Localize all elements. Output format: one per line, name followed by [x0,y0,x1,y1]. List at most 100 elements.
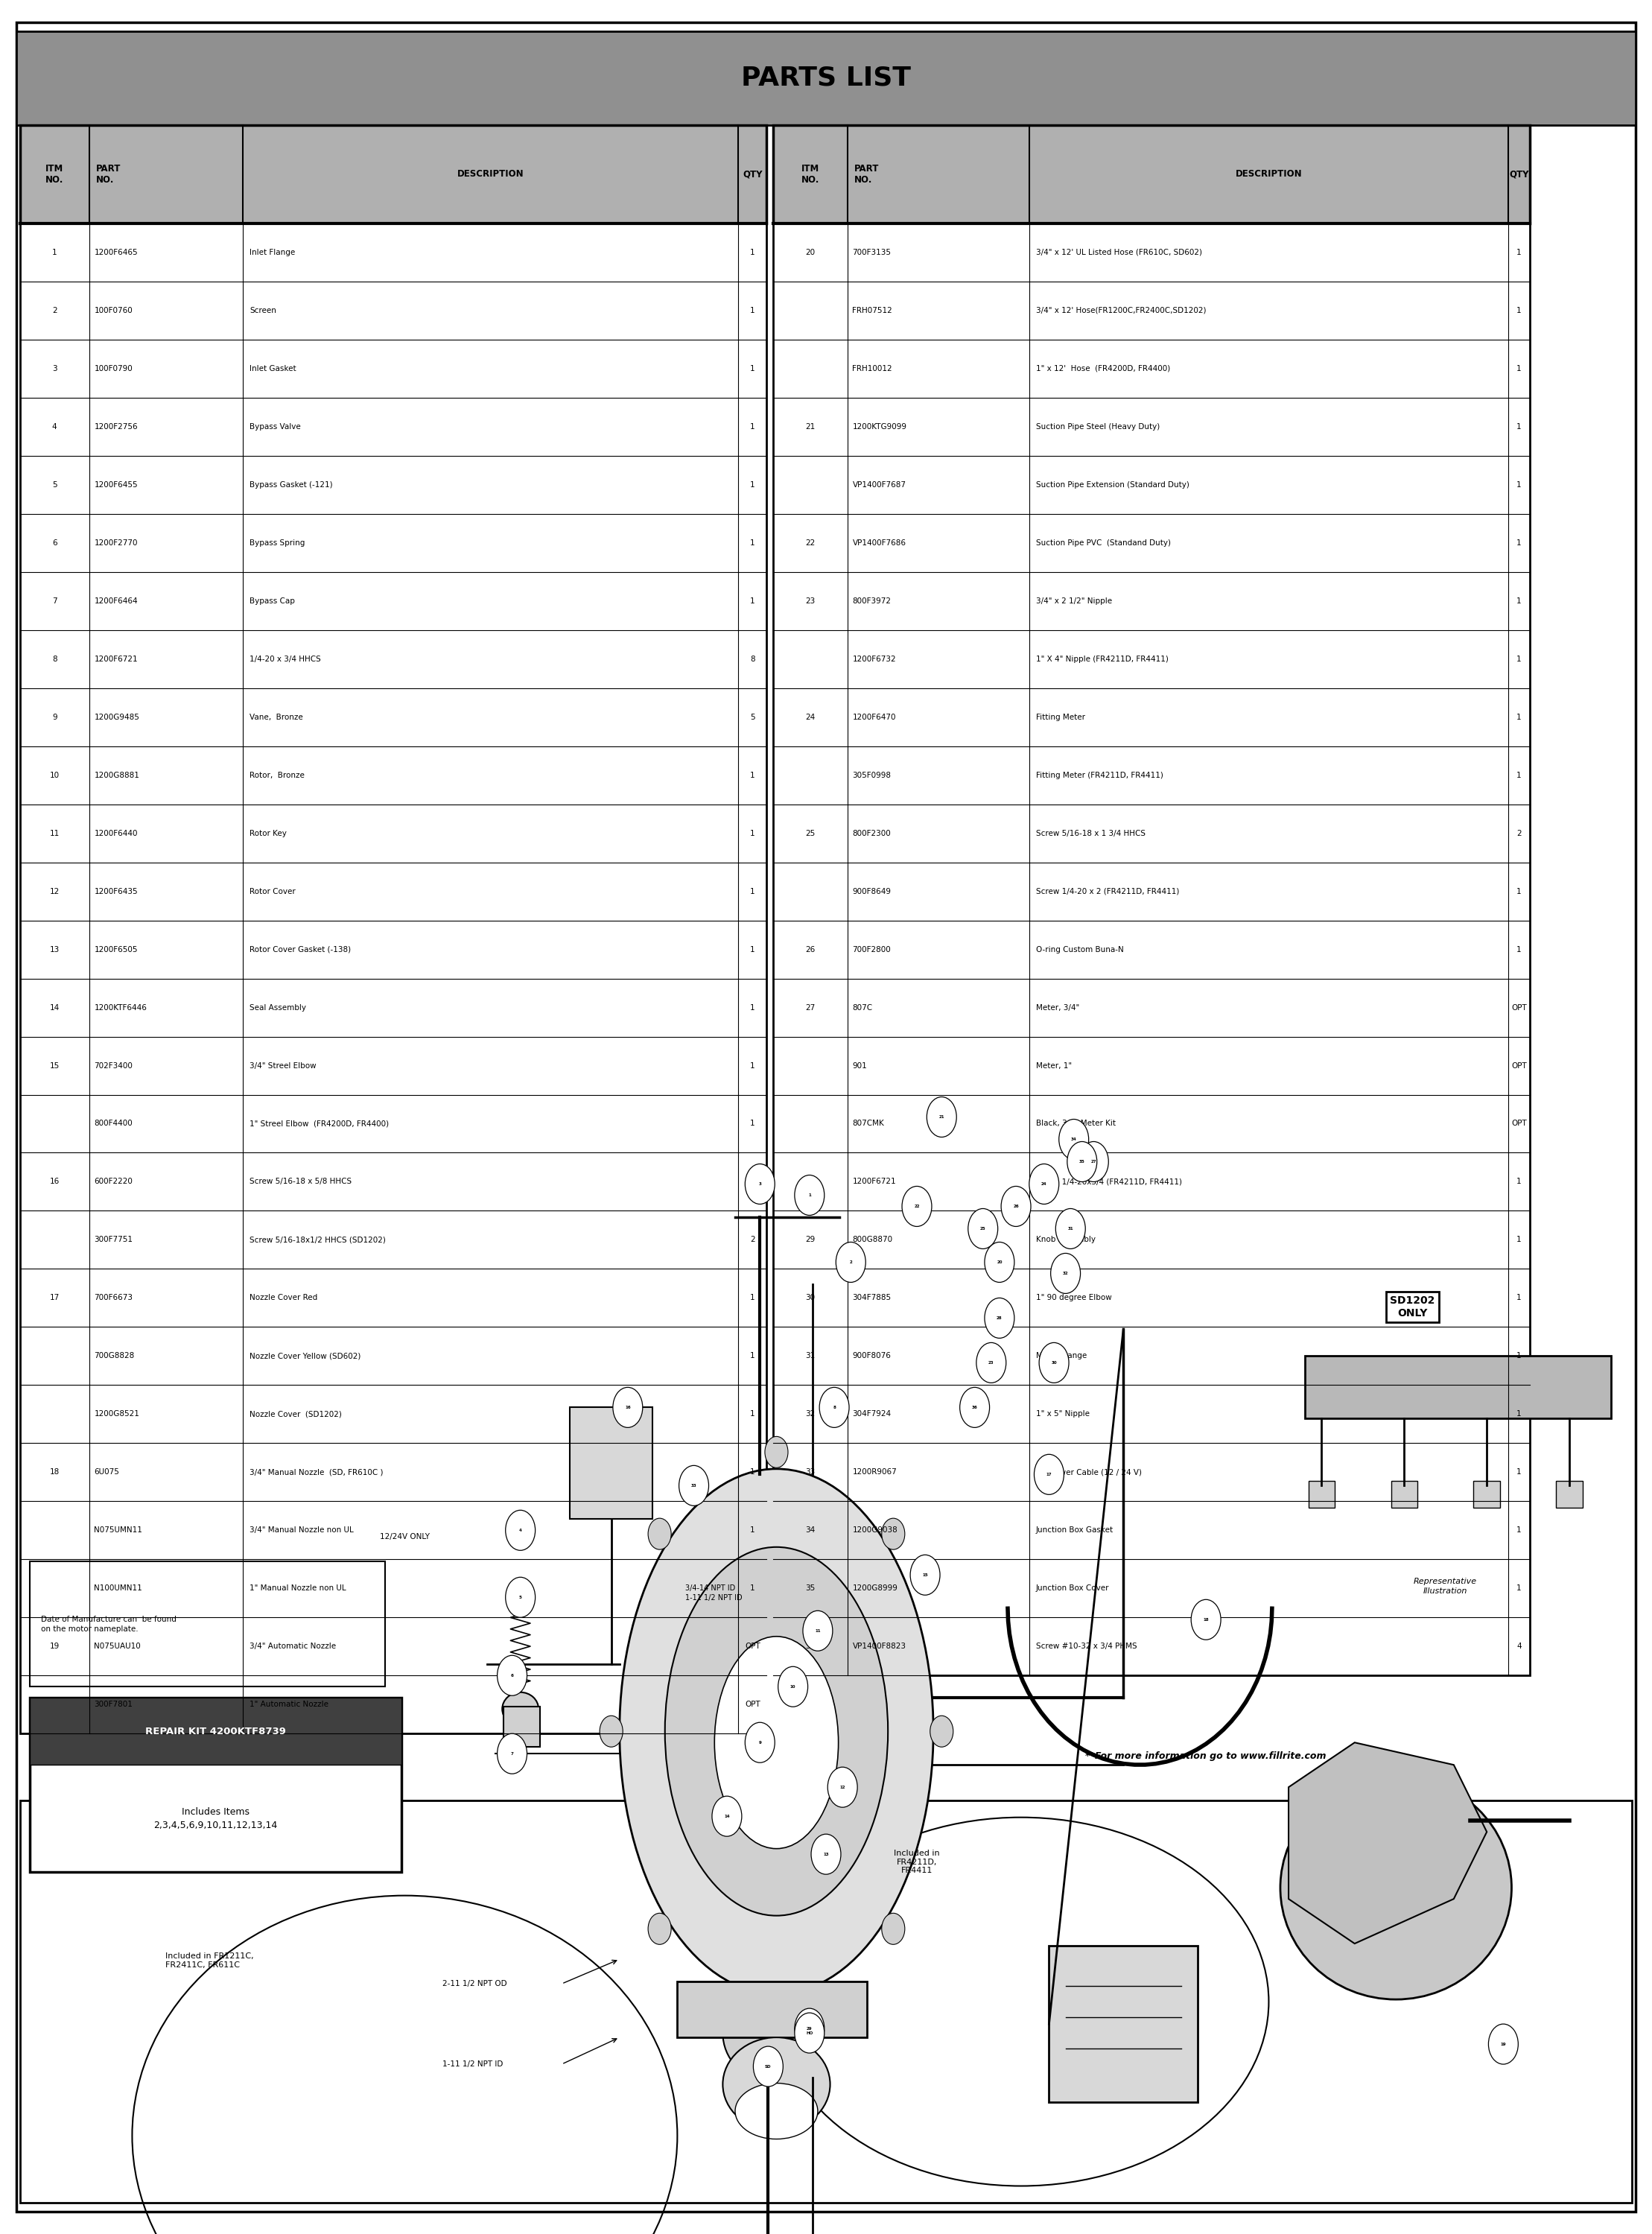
Text: ITM
NO.: ITM NO. [46,163,63,185]
Bar [773,223,1530,281]
Text: 8: 8 [750,655,755,663]
Text: 1: 1 [1517,713,1521,722]
Text: 18: 18 [50,1468,59,1477]
Text: 24: 24 [806,713,814,722]
Text: N075UMN11: N075UMN11 [94,1526,142,1535]
Bar [20,1153,767,1211]
Circle shape [648,1519,671,1550]
Bar [20,630,767,688]
Text: OPT: OPT [1512,1003,1526,1012]
Text: 1200F6470: 1200F6470 [852,713,895,722]
Text: 600F2220: 600F2220 [94,1177,132,1186]
Bar [20,281,767,340]
Bar [20,1559,767,1617]
Text: 28: 28 [996,1316,1003,1320]
Text: 800F4400: 800F4400 [94,1119,132,1128]
Bar [773,746,1530,804]
Bar [773,1617,1530,1676]
Text: FRH07512: FRH07512 [852,306,892,315]
Text: VP1400F7686: VP1400F7686 [852,538,905,547]
Circle shape [819,1387,849,1428]
Bar [20,1211,767,1269]
Ellipse shape [664,1546,889,1917]
Text: 17: 17 [1046,1472,1052,1477]
Text: Suction Pipe Steel (Heavy Duty): Suction Pipe Steel (Heavy Duty) [1036,422,1160,431]
Text: Screw #10-32 x 3/4 PHMS: Screw #10-32 x 3/4 PHMS [1036,1642,1137,1651]
Text: 33: 33 [691,1483,697,1488]
Bar [773,340,1530,398]
Text: ITM
NO.: ITM NO. [801,163,819,185]
Text: 2: 2 [750,1235,755,1244]
Text: OPT: OPT [1512,1061,1526,1070]
Text: Bypass Valve: Bypass Valve [249,422,301,431]
Text: Screw 5/16-18x1/2 HHCS (SD1202): Screw 5/16-18x1/2 HHCS (SD1202) [249,1235,385,1244]
Text: N100UMN11: N100UMN11 [94,1584,142,1593]
Text: 22: 22 [806,538,814,547]
Text: 29: 29 [806,2026,813,2031]
Text: Includes Items
2,3,4,5,6,9,10,11,12,13,14: Includes Items 2,3,4,5,6,9,10,11,12,13,1… [154,1807,278,1830]
Text: Screen: Screen [249,306,276,315]
Text: 36: 36 [971,1405,978,1410]
Bar [30,1562,385,1687]
Text: VP1400F8823: VP1400F8823 [852,1642,905,1651]
Text: 18: 18 [1203,1617,1209,1622]
Bar [773,1095,1530,1153]
Circle shape [1051,1253,1080,1293]
Circle shape [795,2013,824,2053]
Text: 30: 30 [1051,1361,1057,1365]
Text: 1: 1 [750,771,755,780]
Text: 32: 32 [806,1410,814,1419]
Text: 3: 3 [758,1182,762,1186]
Text: OPT: OPT [1512,1119,1526,1128]
Bar [1391,1481,1417,1508]
Text: 20: 20 [806,248,814,257]
Text: QTY: QTY [743,170,762,179]
Ellipse shape [620,1470,933,1995]
Bar [1556,1481,1583,1508]
Text: Vane,  Bronze: Vane, Bronze [249,713,302,722]
Text: 34: 34 [806,1526,814,1535]
Circle shape [1034,1454,1064,1495]
Text: 25: 25 [806,829,814,838]
Ellipse shape [722,1986,813,2080]
Circle shape [1079,1142,1108,1182]
Text: 11: 11 [50,829,59,838]
Polygon shape [1289,1743,1487,1944]
Text: 800F2300: 800F2300 [852,829,890,838]
Text: 1" Manual Nozzle non UL: 1" Manual Nozzle non UL [249,1584,345,1593]
Bar [20,1501,767,1559]
Circle shape [778,1667,808,1707]
Bar [30,1698,401,1872]
Text: 1200F2770: 1200F2770 [94,538,137,547]
Text: 305F0998: 305F0998 [852,771,890,780]
Text: 900F8076: 900F8076 [852,1352,890,1361]
Text: 1: 1 [750,1468,755,1477]
Text: SD: SD [765,2064,771,2069]
Text: N075UAU10: N075UAU10 [94,1642,140,1651]
Text: QTY: QTY [1510,170,1528,179]
Bar [20,1676,767,1734]
Text: 13: 13 [50,945,59,954]
Circle shape [613,1387,643,1428]
Text: 807CMK: 807CMK [852,1119,884,1128]
Text: 1: 1 [750,1526,755,1535]
Ellipse shape [735,2082,818,2140]
Text: 1: 1 [750,945,755,954]
Bar [773,1443,1530,1501]
Bar [773,804,1530,862]
Text: 3/4" x 12' UL Listed Hose (FR610C, SD602): 3/4" x 12' UL Listed Hose (FR610C, SD602… [1036,248,1203,257]
Bar [1308,1481,1335,1508]
Bar [773,1153,1530,1211]
Text: 1: 1 [1517,538,1521,547]
Text: Bypass Gasket (-121): Bypass Gasket (-121) [249,480,332,489]
Text: 1: 1 [1517,1235,1521,1244]
Text: 31: 31 [806,1352,814,1361]
Text: Fitting Meter (FR4211D, FR4411): Fitting Meter (FR4211D, FR4411) [1036,771,1163,780]
Text: 4: 4 [519,1528,522,1533]
Bar [773,630,1530,688]
Text: 4: 4 [1517,1642,1521,1651]
Text: 1: 1 [1517,655,1521,663]
Text: 26: 26 [806,945,814,954]
Text: PART
NO.: PART NO. [854,163,879,185]
Text: Rotor Key: Rotor Key [249,829,286,838]
